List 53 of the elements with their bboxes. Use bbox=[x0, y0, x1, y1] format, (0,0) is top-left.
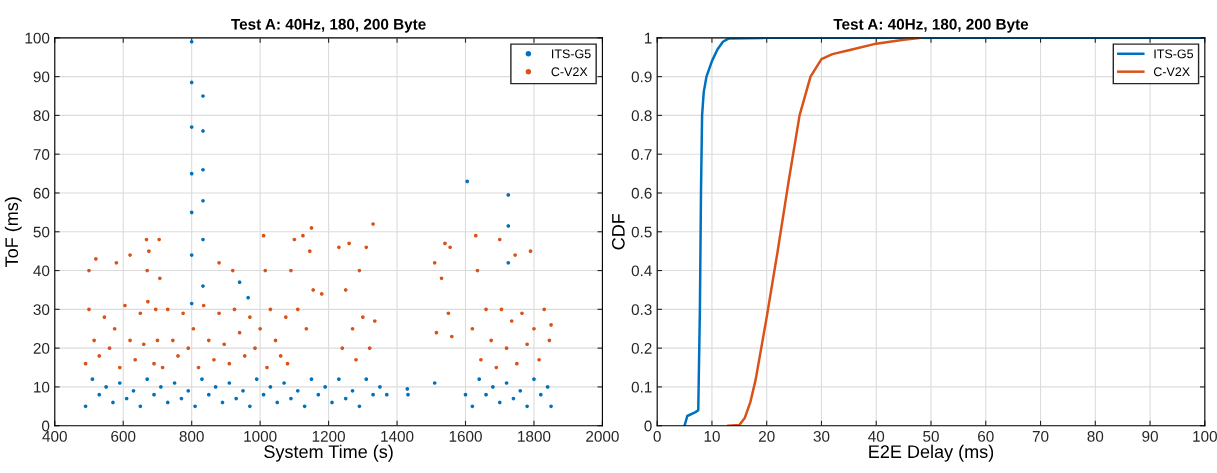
y-tick-label: 0.7 bbox=[631, 149, 652, 160]
y-tick-label: 1 bbox=[644, 32, 652, 44]
x-tick-label: 1000 bbox=[244, 430, 277, 442]
x-tick-label: 100 bbox=[1193, 430, 1217, 442]
y-tick-label: 0 bbox=[42, 420, 50, 432]
line-series bbox=[727, 37, 922, 426]
y-tick-label: 20 bbox=[33, 343, 50, 354]
y-tick-label: 0.6 bbox=[631, 187, 652, 199]
x-tick-label: 2000 bbox=[586, 430, 619, 442]
y-tick-label: 0.9 bbox=[631, 71, 652, 83]
x-tick-label: 400 bbox=[42, 430, 67, 442]
x-tick-label: 60 bbox=[978, 430, 994, 442]
x-tick-label: 1800 bbox=[518, 430, 551, 442]
y-axis-title: CDF bbox=[611, 213, 625, 250]
y-tick-label: 0.4 bbox=[631, 265, 652, 277]
y-tick-label: 0.8 bbox=[631, 110, 652, 122]
y-tick-label: 80 bbox=[33, 110, 50, 122]
x-tick-label: 800 bbox=[179, 430, 204, 442]
y-tick-label: 0.3 bbox=[631, 304, 652, 316]
x-tick-label: 90 bbox=[1142, 430, 1158, 442]
x-tick-label: 1400 bbox=[381, 430, 414, 442]
x-tick-label: 0 bbox=[653, 430, 661, 442]
x-tick-label: 40 bbox=[868, 430, 885, 442]
x-axis-title: System Time (s) bbox=[264, 444, 393, 462]
x-tick-label: 1200 bbox=[312, 430, 345, 442]
y-tick-label: 40 bbox=[33, 265, 50, 277]
y-tick-label: 0.5 bbox=[631, 226, 652, 238]
y-tick-label: 60 bbox=[33, 187, 50, 199]
x-tick-label: 10 bbox=[704, 430, 720, 442]
x-tick-label: 1600 bbox=[449, 430, 482, 442]
y-tick-label: 0 bbox=[644, 420, 652, 432]
y-tick-label: 50 bbox=[33, 226, 50, 238]
chart-title: Test A: 40Hz, 180, 200 Byte bbox=[231, 18, 426, 33]
x-tick-label: 600 bbox=[111, 430, 136, 442]
x-tick-label: 80 bbox=[1087, 430, 1104, 442]
x-tick-label: 70 bbox=[1032, 430, 1049, 442]
chart-title: Test A: 40Hz, 180, 200 Byte bbox=[833, 18, 1029, 33]
y-tick-label: 0.1 bbox=[631, 381, 652, 393]
x-tick-label: 50 bbox=[923, 430, 939, 442]
y-axis-title: ToF (ms) bbox=[4, 197, 22, 267]
x-tick-label: 30 bbox=[813, 430, 830, 442]
legend-label: C-V2X bbox=[551, 67, 588, 77]
x-tick-label: 20 bbox=[758, 430, 775, 442]
y-tick-label: 30 bbox=[33, 304, 50, 316]
x-axis-title: E2E Delay (ms) bbox=[869, 444, 994, 462]
y-tick-label: 100 bbox=[25, 32, 50, 44]
y-tick-label: 70 bbox=[33, 149, 50, 160]
legend-label: ITS-G5 bbox=[552, 49, 591, 59]
y-tick-label: 90 bbox=[33, 71, 50, 83]
legend-label: ITS-G5 bbox=[1154, 49, 1194, 59]
legend-label: C-V2X bbox=[1153, 67, 1190, 77]
y-tick-label: 10 bbox=[34, 381, 50, 393]
y-tick-label: 0.2 bbox=[631, 343, 652, 354]
